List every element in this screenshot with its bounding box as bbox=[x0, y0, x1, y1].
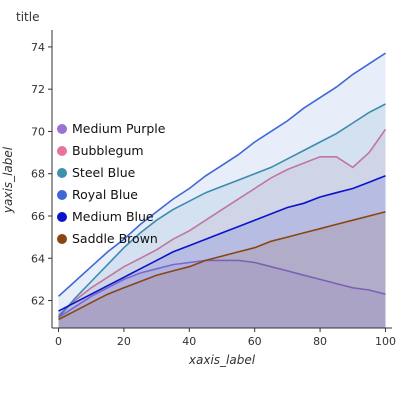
area-medium-purple bbox=[58, 260, 386, 328]
area-bubblegum bbox=[58, 129, 386, 328]
axes: 62 64 66 68 70 72 74 0 20 40 60 80 100 bbox=[31, 30, 396, 348]
area-royal-blue bbox=[58, 53, 386, 328]
legend-label-bubblegum: Bubblegum bbox=[72, 143, 144, 158]
legend-marker-medium-purple bbox=[57, 124, 67, 134]
line-bubblegum bbox=[57, 128, 387, 316]
plot-area bbox=[57, 52, 387, 328]
legend: Medium Purple Bubblegum Steel Blue Royal Bl… bbox=[57, 121, 166, 246]
y-tick-label: 74 bbox=[31, 41, 45, 54]
x-tick-label: 60 bbox=[248, 335, 262, 348]
line-medium-blue bbox=[58, 175, 386, 312]
legend-marker-saddle-brown bbox=[57, 234, 67, 244]
legend-label-medium-purple: Medium Purple bbox=[72, 121, 166, 136]
legend-marker-royal-blue bbox=[57, 190, 67, 200]
area-medium-blue bbox=[58, 175, 386, 328]
x-tick-label: 80 bbox=[313, 335, 327, 348]
y-tick-label: 68 bbox=[31, 168, 45, 181]
area-steel-blue bbox=[58, 104, 386, 328]
area-saddle-brown bbox=[58, 211, 386, 328]
x-tick-label: 40 bbox=[182, 335, 196, 348]
legend-label-medium-blue: Medium Blue bbox=[72, 209, 154, 224]
legend-marker-medium-blue bbox=[57, 212, 67, 222]
legend-marker-bubblegum bbox=[57, 146, 67, 156]
x-axis-label: xaxis_label bbox=[188, 353, 256, 367]
y-tick-label: 66 bbox=[31, 210, 45, 223]
legend-marker-steel-blue bbox=[57, 168, 67, 178]
line-saddle-brown bbox=[58, 211, 386, 321]
x-tick-label: 20 bbox=[117, 335, 131, 348]
x-tick-label: 0 bbox=[55, 335, 62, 348]
legend-label-saddle-brown: Saddle Brown bbox=[72, 231, 158, 246]
chart-title: title bbox=[16, 10, 39, 24]
y-tick-label: 64 bbox=[31, 252, 45, 265]
y-tick-label: 72 bbox=[31, 83, 45, 96]
legend-label-steel-blue: Steel Blue bbox=[72, 165, 136, 180]
line-steel-blue bbox=[57, 103, 386, 318]
line-royal-blue bbox=[57, 52, 386, 297]
y-axis-label: yaxis_label bbox=[1, 146, 15, 214]
x-tick-label: 100 bbox=[375, 335, 396, 348]
y-tick-label: 62 bbox=[31, 295, 45, 308]
line-medium-purple bbox=[58, 259, 386, 319]
y-tick-label: 70 bbox=[31, 125, 45, 138]
legend-label-royal-blue: Royal Blue bbox=[72, 187, 138, 202]
